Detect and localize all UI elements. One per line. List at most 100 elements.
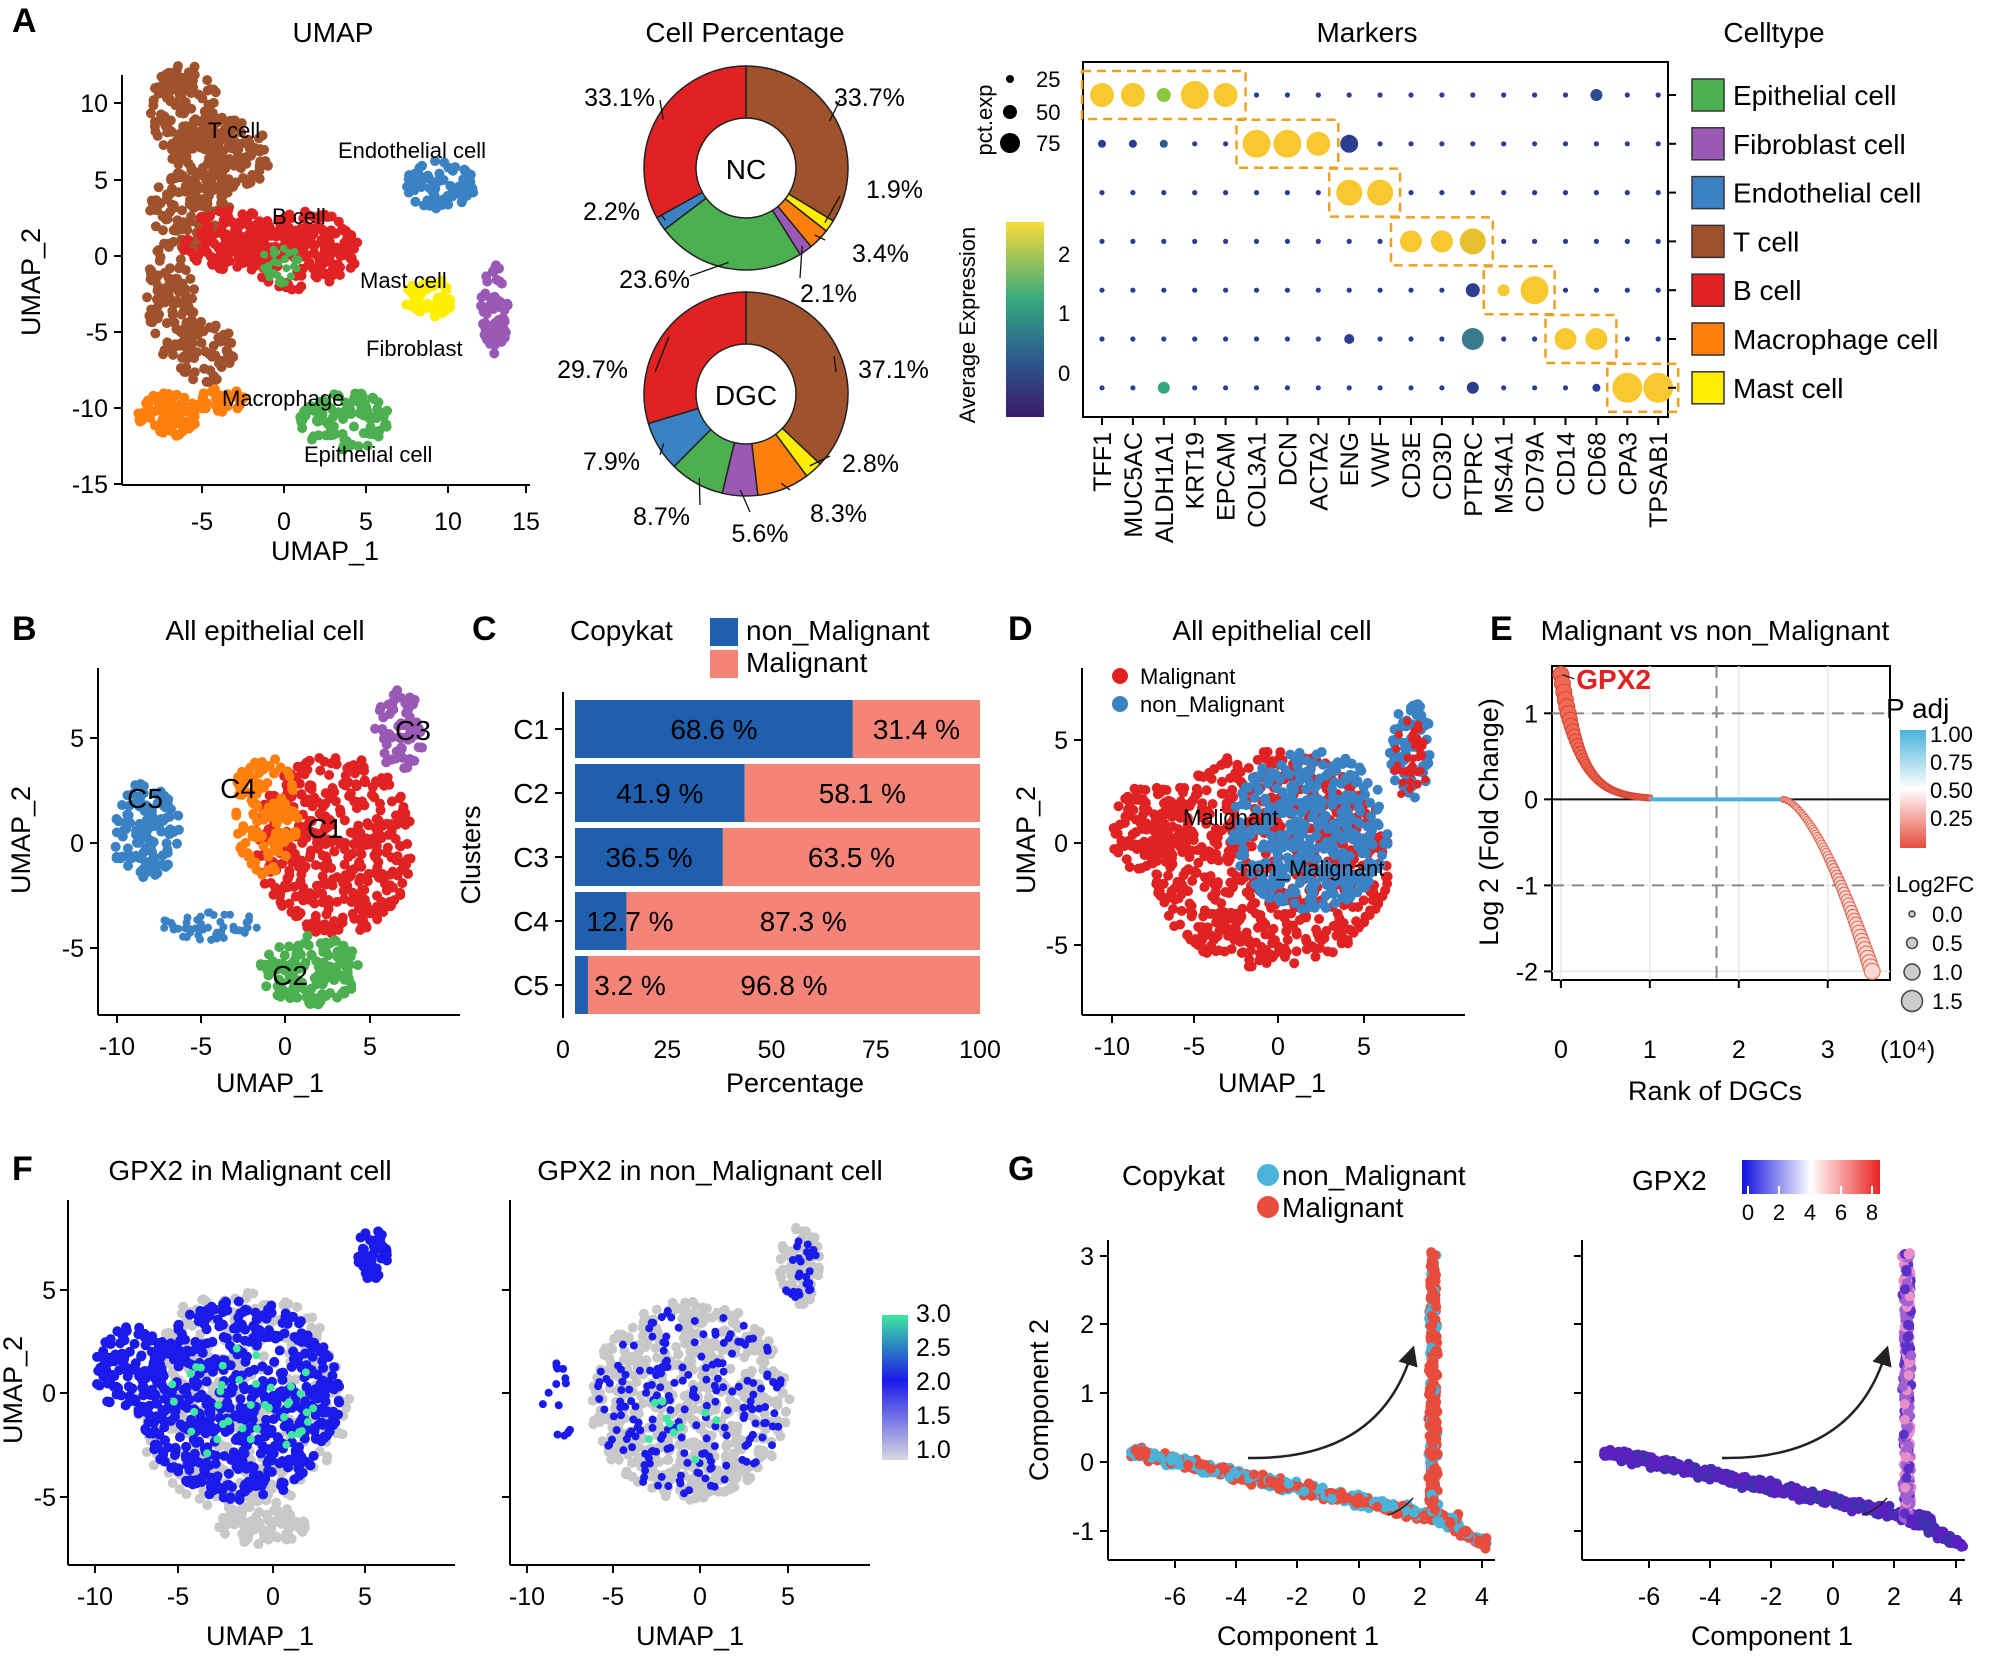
point-malignant (1165, 862, 1176, 873)
cluster-point-c5 (149, 855, 160, 866)
point-malignant (1406, 785, 1415, 794)
umap-point-tcell (175, 326, 186, 337)
point-gray (198, 1294, 209, 1305)
marker-dot (1562, 92, 1569, 98)
marker-dot (1408, 190, 1414, 196)
umap-point-tcell (187, 293, 198, 304)
umap-point-bcell (224, 256, 235, 267)
umap-point-macrophage (149, 420, 160, 431)
umap-point-tcell (218, 329, 229, 340)
cluster-point-c2 (352, 960, 363, 971)
marker-dot (1192, 287, 1198, 293)
marker-dot (1161, 190, 1167, 196)
point-gpx2 (158, 1448, 169, 1459)
marker-dot (1315, 238, 1321, 244)
cluster-point-c1 (290, 891, 301, 902)
marker-dot (1501, 92, 1507, 98)
point-malignant (1151, 782, 1162, 793)
cluster-point-c5 (212, 934, 221, 943)
marker-dot (1253, 92, 1260, 98)
cluster-point-c1 (290, 911, 301, 922)
umap-point-tcell (144, 310, 155, 321)
umap-point-tcell (150, 328, 161, 339)
x-tick-label: -5 (190, 1033, 212, 1061)
umap-point-cloud (133, 61, 513, 455)
marker-dot (1532, 141, 1538, 147)
marker-dot (1242, 129, 1271, 158)
point-gpx2 (226, 1481, 237, 1492)
point-malignant (1403, 717, 1412, 726)
point-malignant (1220, 887, 1231, 898)
umap-point-tcell (174, 90, 185, 101)
bar-label: 41.9 % (616, 778, 703, 809)
point-gpx2 (235, 1394, 246, 1405)
gene-label: CD14 (1553, 432, 1581, 496)
donut-leader (698, 477, 701, 506)
point-malignant (1310, 951, 1321, 962)
umap-point-bcell (240, 232, 251, 243)
marker-dot (1532, 238, 1538, 244)
point-nonmalignant (1327, 800, 1338, 811)
umap-point-mast (411, 304, 422, 315)
point-malignant (1416, 766, 1425, 775)
cluster-point-c2 (279, 950, 290, 961)
point-nonmalignant (1275, 773, 1286, 784)
marker-dot (1532, 190, 1538, 196)
cluster-point-c5 (136, 820, 147, 831)
marker-dot (1253, 190, 1260, 196)
panel-b-xlabel: UMAP_1 (216, 1068, 324, 1098)
marker-dot (1192, 238, 1198, 244)
umap-point-bcell (196, 211, 207, 222)
legend-label: Macrophage cell (1733, 324, 1938, 355)
point-malignant (1267, 938, 1278, 949)
umap-point-bcell (217, 219, 228, 230)
cluster-point-c5 (167, 919, 176, 928)
umap-point-bcell (231, 244, 242, 255)
log2fc-legend-label: 0.0 (1932, 902, 1963, 927)
panel-letter-f: F (12, 1150, 33, 1188)
point-gpx2 (329, 1362, 340, 1373)
cluster-point-c1 (379, 780, 390, 791)
umap-point-bcell (329, 242, 340, 253)
marker-dot (1253, 238, 1260, 244)
point-gray (163, 1327, 174, 1338)
umap-point-tcell (196, 338, 207, 349)
label-fibroblast: Fibroblast (366, 336, 463, 361)
marker-dot (1408, 336, 1414, 342)
cluster-point-c1 (351, 803, 362, 814)
point-malignant (1250, 898, 1261, 909)
umap-point-endothelial (447, 191, 458, 202)
point-gpx2 (304, 1459, 315, 1470)
marker-dot (1192, 385, 1198, 391)
point-nonmalignant (1297, 798, 1308, 809)
point-nonmalignant (1240, 782, 1251, 793)
donut-label: 37.1% (858, 356, 929, 384)
cluster-point-c4 (270, 754, 281, 765)
donut-label: 33.7% (834, 84, 905, 112)
marker-dot (1157, 381, 1170, 394)
marker-dot (1624, 190, 1630, 196)
umap-point-tcell (161, 119, 172, 130)
cluster-point-c2 (295, 949, 306, 960)
point-nonmalignant (1327, 784, 1338, 795)
marker-dot (1562, 141, 1569, 147)
point-gpx2 (266, 1466, 277, 1477)
umap-point-tcell (191, 116, 202, 127)
panel-b-ylabel: UMAP_2 (6, 786, 36, 894)
umap-point-epithelial (263, 268, 272, 277)
y-tick-label: C2 (513, 778, 549, 809)
y-tick-label: -10 (72, 395, 108, 423)
x-tick-label: 25 (653, 1036, 681, 1064)
umap-point-bcell (214, 263, 225, 274)
cluster-point-c4 (249, 759, 260, 770)
umap-point-macrophage (167, 403, 178, 414)
cluster-point-c3 (374, 705, 385, 716)
bar-label: 68.6 % (670, 714, 757, 745)
x-tick-label: 100 (959, 1036, 1001, 1064)
cluster-point-c1 (395, 791, 406, 802)
point-gray (321, 1455, 332, 1466)
x-tick-label: 2 (1732, 1036, 1746, 1064)
cluster-point-c1 (373, 847, 384, 858)
